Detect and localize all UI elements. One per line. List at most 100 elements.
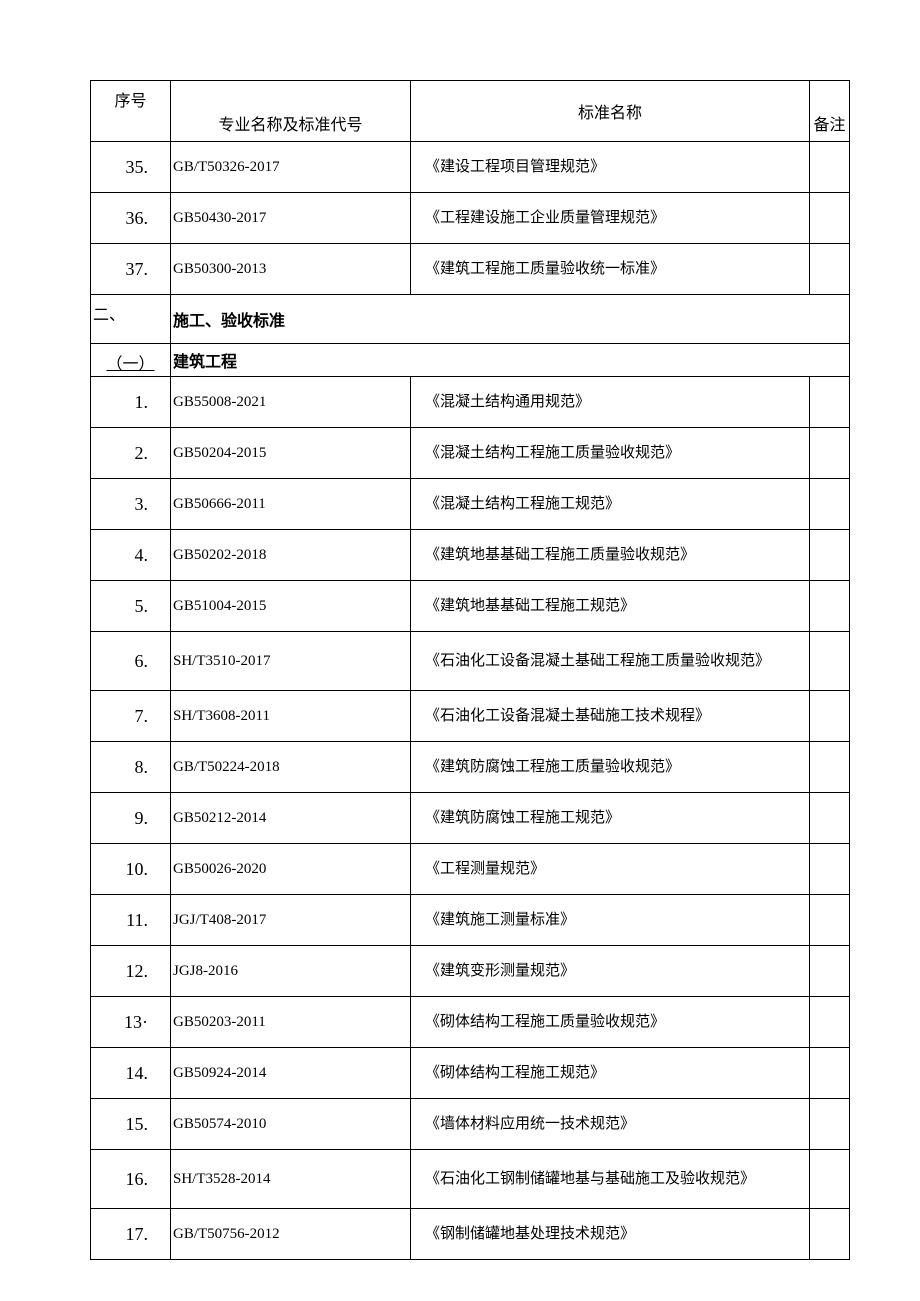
row-code: GB50026-2020 [171, 844, 411, 895]
row-name: 《建筑地基基础工程施工质量验收规范》 [411, 530, 810, 581]
row-name: 《混凝土结构工程施工规范》 [411, 479, 810, 530]
row-code: GB50430-2017 [171, 193, 411, 244]
table-row: 11.JGJ/T408-2017《建筑施工测量标准》 [91, 895, 850, 946]
row-note [810, 742, 850, 793]
row-code: GB/T50326-2017 [171, 142, 411, 193]
row-name: 《砌体结构工程施工规范》 [411, 1048, 810, 1099]
row-seq: 8. [91, 742, 171, 793]
row-note [810, 1099, 850, 1150]
row-code: GB/T50224-2018 [171, 742, 411, 793]
row-name: 《建筑防腐蚀工程施工质量验收规范》 [411, 742, 810, 793]
row-note [810, 946, 850, 997]
row-code: GB50202-2018 [171, 530, 411, 581]
row-code: GB50203-2011 [171, 997, 411, 1048]
row-code: GB55008-2021 [171, 377, 411, 428]
row-name: 《石油化工钢制储罐地基与基础施工及验收规范》 [411, 1150, 810, 1209]
row-code: GB/T50756-2012 [171, 1209, 411, 1260]
row-seq: 15. [91, 1099, 171, 1150]
row-note [810, 1209, 850, 1260]
row-name: 《建筑地基基础工程施工规范》 [411, 581, 810, 632]
row-seq: 9. [91, 793, 171, 844]
row-code: JGJ/T408-2017 [171, 895, 411, 946]
table-row: 17.GB/T50756-2012《钢制储罐地基处理技术规范》 [91, 1209, 850, 1260]
table-row: 4.GB50202-2018《建筑地基基础工程施工质量验收规范》 [91, 530, 850, 581]
row-note [810, 142, 850, 193]
row-note [810, 479, 850, 530]
row-name: 《石油化工设备混凝土基础工程施工质量验收规范》 [411, 632, 810, 691]
row-note [810, 244, 850, 295]
row-note [810, 997, 850, 1048]
row-note [810, 581, 850, 632]
row-code: SH/T3608-2011 [171, 691, 411, 742]
row-name: 《建筑工程施工质量验收统一标准》 [411, 244, 810, 295]
row-note [810, 377, 850, 428]
row-name: 《钢制储罐地基处理技术规范》 [411, 1209, 810, 1260]
row-code: SH/T3510-2017 [171, 632, 411, 691]
subsection-row: （一）建筑工程 [91, 344, 850, 377]
row-name: 《建筑防腐蚀工程施工规范》 [411, 793, 810, 844]
row-seq: 14. [91, 1048, 171, 1099]
row-name: 《工程测量规范》 [411, 844, 810, 895]
row-code: GB50204-2015 [171, 428, 411, 479]
row-seq: 5. [91, 581, 171, 632]
row-seq: 7. [91, 691, 171, 742]
row-name: 《混凝土结构通用规范》 [411, 377, 810, 428]
row-code: GB50300-2013 [171, 244, 411, 295]
table-row: 13·GB50203-2011《砌体结构工程施工质量验收规范》 [91, 997, 850, 1048]
row-code: GB50666-2011 [171, 479, 411, 530]
table-row: 5.GB51004-2015《建筑地基基础工程施工规范》 [91, 581, 850, 632]
row-name: 《建筑施工测量标准》 [411, 895, 810, 946]
row-seq: 10. [91, 844, 171, 895]
row-code: JGJ8-2016 [171, 946, 411, 997]
table-row: 15.GB50574-2010《墙体材料应用统一技术规范》 [91, 1099, 850, 1150]
row-name: 《混凝土结构工程施工质量验收规范》 [411, 428, 810, 479]
row-note [810, 632, 850, 691]
row-seq: 36. [91, 193, 171, 244]
subsection-seq: （一） [91, 344, 171, 377]
table-row: 3.GB50666-2011《混凝土结构工程施工规范》 [91, 479, 850, 530]
row-seq: 37. [91, 244, 171, 295]
table-row: 9.GB50212-2014《建筑防腐蚀工程施工规范》 [91, 793, 850, 844]
row-seq: 17. [91, 1209, 171, 1260]
row-code: GB51004-2015 [171, 581, 411, 632]
table-row: 1.GB55008-2021《混凝土结构通用规范》 [91, 377, 850, 428]
table-row: 16.SH/T3528-2014《石油化工钢制储罐地基与基础施工及验收规范》 [91, 1150, 850, 1209]
row-code: SH/T3528-2014 [171, 1150, 411, 1209]
row-name: 《墙体材料应用统一技术规范》 [411, 1099, 810, 1150]
row-seq: 6. [91, 632, 171, 691]
subsection-label: 建筑工程 [171, 344, 850, 377]
row-note [810, 1048, 850, 1099]
row-note [810, 691, 850, 742]
section-row: 二、施工、验收标准 [91, 295, 850, 344]
table-header-row: 序号专业名称及标准代号标准名称备注 [91, 81, 850, 142]
row-code: GB50212-2014 [171, 793, 411, 844]
row-name: 《石油化工设备混凝土基础施工技术规程》 [411, 691, 810, 742]
row-note [810, 895, 850, 946]
table-row: 7.SH/T3608-2011《石油化工设备混凝土基础施工技术规程》 [91, 691, 850, 742]
table-row: 14.GB50924-2014《砌体结构工程施工规范》 [91, 1048, 850, 1099]
row-note [810, 193, 850, 244]
header-seq: 序号 [91, 81, 171, 142]
table-row: 6.SH/T3510-2017《石油化工设备混凝土基础工程施工质量验收规范》 [91, 632, 850, 691]
section-seq: 二、 [91, 295, 171, 344]
row-seq: 12. [91, 946, 171, 997]
row-name: 《建筑变形测量规范》 [411, 946, 810, 997]
row-note [810, 844, 850, 895]
row-seq: 4. [91, 530, 171, 581]
table-row: 10.GB50026-2020《工程测量规范》 [91, 844, 850, 895]
row-seq: 1. [91, 377, 171, 428]
row-seq: 35. [91, 142, 171, 193]
row-name: 《建设工程项目管理规范》 [411, 142, 810, 193]
row-name: 《砌体结构工程施工质量验收规范》 [411, 997, 810, 1048]
table-row: 36.GB50430-2017《工程建设施工企业质量管理规范》 [91, 193, 850, 244]
row-seq: 16. [91, 1150, 171, 1209]
header-code: 专业名称及标准代号 [171, 81, 411, 142]
table-row: 2.GB50204-2015《混凝土结构工程施工质量验收规范》 [91, 428, 850, 479]
row-seq: 11. [91, 895, 171, 946]
header-note: 备注 [810, 81, 850, 142]
row-note [810, 1150, 850, 1209]
row-note [810, 793, 850, 844]
row-note [810, 530, 850, 581]
standards-table: 序号专业名称及标准代号标准名称备注35.GB/T50326-2017《建设工程项… [90, 80, 850, 1260]
row-code: GB50924-2014 [171, 1048, 411, 1099]
